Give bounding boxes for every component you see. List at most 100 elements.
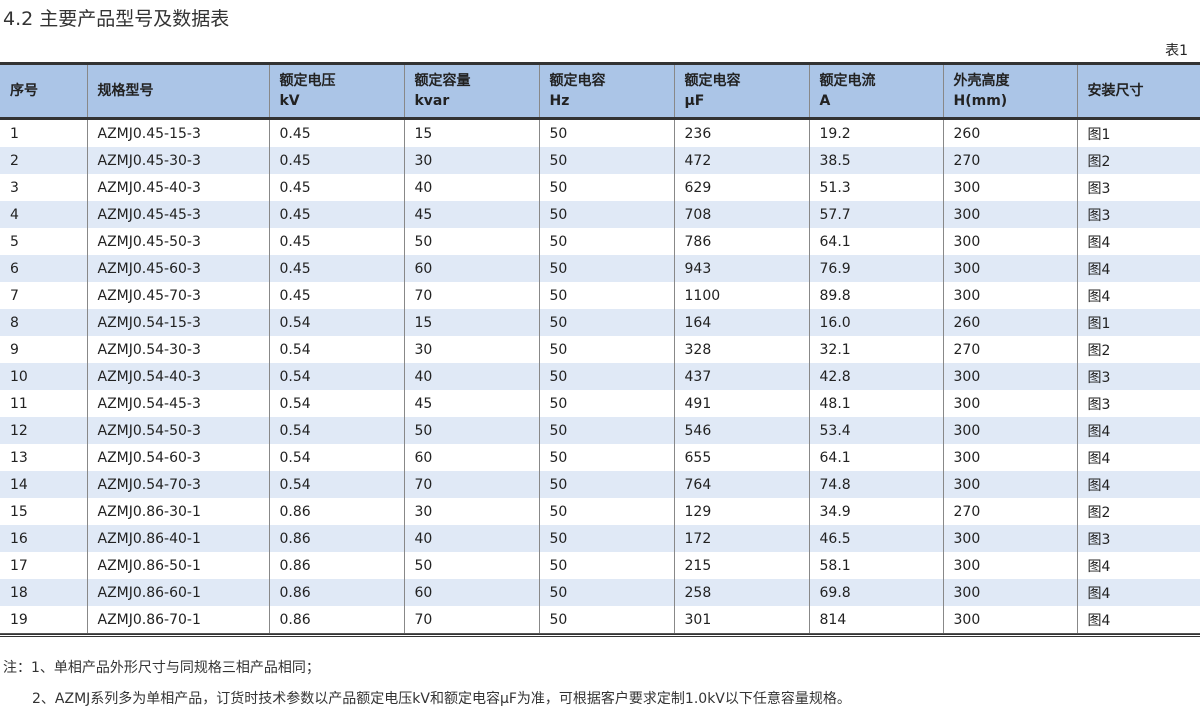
- table-cell: 10: [0, 363, 87, 390]
- table-cell: 50: [538, 525, 674, 552]
- table-cell: 70: [403, 282, 539, 309]
- table-cell: 629: [673, 174, 809, 201]
- table-cell: 0.86: [268, 579, 404, 606]
- table-cell: 164: [673, 309, 809, 336]
- column-header: 安装尺寸: [1076, 62, 1200, 120]
- table-cell: 16.0: [808, 309, 943, 336]
- header-unit: Hz: [549, 93, 570, 109]
- table-cell: 40: [403, 525, 539, 552]
- table-cell: 图2: [1076, 336, 1200, 363]
- table-cell: 943: [673, 255, 809, 282]
- table-cell: 图1: [1076, 118, 1200, 147]
- table-cell: 17: [10, 557, 28, 574]
- table-cell: 图3: [1076, 201, 1200, 228]
- table-cell: 9: [10, 341, 19, 358]
- table-cell: 50: [538, 552, 674, 579]
- table-cell: 50: [538, 579, 674, 606]
- table-cell: 89.8: [808, 282, 943, 309]
- table-cell: 0.45: [268, 147, 404, 174]
- table-cell: 图4: [1076, 417, 1200, 444]
- header-label: 外壳高度: [953, 73, 1010, 89]
- table-cell: 50: [538, 118, 674, 147]
- table-cell: 58.1: [808, 552, 943, 579]
- column-header: 额定电流 A: [808, 62, 943, 120]
- table-cell: AZMJ0.54-30-3: [86, 336, 269, 363]
- table-cell: 50: [538, 363, 674, 390]
- table-row: 11 AZMJ0.54-45-3 0.54 45 50 491 48.1 300 图3: [0, 390, 1200, 417]
- header-unit: μF: [684, 93, 705, 109]
- column-header: 额定电容 μF: [673, 62, 809, 120]
- header-label: 额定电容: [549, 73, 606, 89]
- table-cell: 50: [538, 390, 674, 417]
- table-cell: 236: [673, 118, 809, 147]
- table-cell: 18: [0, 579, 87, 606]
- table-cell: AZMJ0.54-15-3: [86, 309, 269, 336]
- table-cell: 300: [942, 390, 1077, 417]
- note-2: 2、AZMJ系列多为单相产品，订货时技术参数以产品额定电压kV和额定电容μF为准…: [32, 691, 851, 707]
- table-cell: 491: [673, 390, 809, 417]
- table-cell: 50: [538, 417, 674, 444]
- table-cell: 0.86: [268, 498, 404, 525]
- table-cell: 300: [942, 579, 1077, 606]
- table-cell: AZMJ0.86-70-1: [86, 606, 269, 634]
- table-cell: 16: [0, 525, 87, 552]
- table-cell: 64.1: [808, 444, 943, 471]
- table-cell: 45: [403, 390, 539, 417]
- table-cell: 50: [538, 228, 674, 255]
- table-row: 14 AZMJ0.54-70-3 0.54 70 50 764 74.8 300 图4: [0, 471, 1200, 498]
- table-cell: 15: [403, 118, 539, 147]
- table-cell: 0.45: [268, 255, 404, 282]
- table-cell: 300: [942, 552, 1077, 579]
- table-row: 4 AZMJ0.45-45-3 0.45 45 50 708 57.7 300 图3: [0, 201, 1200, 228]
- product-data-table: 序号 规格型号 额定电压 kV 额定容量 kvar 额定电容 Hz 额定电容 μF 额定电流 A 外壳高…: [0, 62, 1200, 634]
- table-cell: 260: [942, 118, 1077, 147]
- table-cell: 60: [403, 579, 539, 606]
- table-cell: 0.45: [268, 118, 404, 147]
- table-cell: 19.2: [808, 118, 943, 147]
- table-cell: AZMJ0.54-70-3: [86, 471, 269, 498]
- table-cell: 0.54: [268, 309, 404, 336]
- table-cell: 270: [942, 336, 1077, 363]
- header-label: 规格型号: [97, 83, 154, 99]
- table-cell: AZMJ0.45-45-3: [86, 201, 269, 228]
- table-cell: 0.45: [268, 201, 404, 228]
- table-cell: AZMJ0.54-60-3: [86, 444, 269, 471]
- column-header: 额定电容 Hz: [538, 62, 674, 120]
- table-cell: 42.8: [808, 363, 943, 390]
- table-cell: 786: [673, 228, 809, 255]
- table-cell: 270: [942, 147, 1077, 174]
- table-cell: 57.7: [808, 201, 943, 228]
- table-cell: 0.54: [268, 363, 404, 390]
- table-cell: 5: [10, 233, 19, 250]
- table-cell: AZMJ0.54-45-3: [86, 390, 269, 417]
- header-label: 序号: [10, 83, 38, 99]
- table-cell: 1100: [673, 282, 809, 309]
- table-row: 9 AZMJ0.54-30-3 0.54 30 50 328 32.1 270 图2: [0, 336, 1200, 363]
- table-row: 17 AZMJ0.86-50-1 0.86 50 50 215 58.1 300 图4: [0, 552, 1200, 579]
- table-cell: 50: [538, 444, 674, 471]
- table-cell: 图1: [1076, 309, 1200, 336]
- header-unit: H(mm): [953, 93, 1008, 109]
- table-row: 6 AZMJ0.45-60-3 0.45 60 50 943 76.9 300 图4: [0, 255, 1200, 282]
- table-cell: AZMJ0.86-30-1: [86, 498, 269, 525]
- table-cell: 图4: [1076, 579, 1200, 606]
- table-cell: 50: [538, 201, 674, 228]
- table-cell: 48.1: [808, 390, 943, 417]
- table-cell: 70: [403, 471, 539, 498]
- table-cell: 60: [403, 255, 539, 282]
- table-cell: 300: [942, 444, 1077, 471]
- table-cell: 300: [942, 174, 1077, 201]
- table-cell: 图2: [1076, 147, 1200, 174]
- table-cell: AZMJ0.54-50-3: [86, 417, 269, 444]
- table-cell: 300: [942, 606, 1077, 634]
- table-cell: 60: [403, 444, 539, 471]
- table-cell: 172: [673, 525, 809, 552]
- table-cell: 300: [942, 228, 1077, 255]
- table-cell: 6: [0, 255, 87, 282]
- table-cell: 15: [10, 503, 28, 520]
- table-cell: 301: [673, 606, 809, 634]
- table-cell: 708: [673, 201, 809, 228]
- table-cell: 270: [942, 498, 1077, 525]
- table-cell: 图3: [1076, 363, 1200, 390]
- table-cell: 300: [942, 363, 1077, 390]
